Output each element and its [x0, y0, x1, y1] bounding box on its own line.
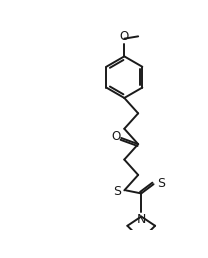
Text: O: O [111, 130, 120, 143]
Text: S: S [113, 185, 121, 198]
Text: O: O [120, 30, 129, 43]
Text: N: N [137, 213, 146, 226]
Text: S: S [157, 177, 165, 190]
